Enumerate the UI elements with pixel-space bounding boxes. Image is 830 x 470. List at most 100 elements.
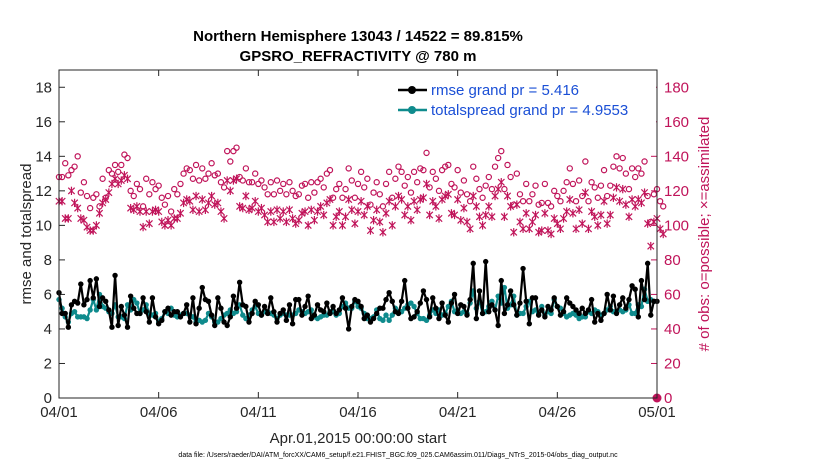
possible-obs-point bbox=[660, 203, 667, 210]
assimilated-obs-point bbox=[264, 217, 272, 227]
rmse-point bbox=[511, 302, 517, 308]
possible-obs-point bbox=[476, 185, 483, 193]
assimilated-obs-point bbox=[388, 221, 396, 230]
possible-obs-point bbox=[557, 197, 564, 205]
rmse-point bbox=[277, 310, 283, 317]
possible-obs-point bbox=[164, 192, 172, 200]
possible-obs-point bbox=[532, 182, 539, 189]
possible-obs-point bbox=[582, 158, 589, 165]
rmse-point bbox=[548, 307, 554, 313]
legend-spread-marker bbox=[408, 106, 416, 114]
possible-obs-point bbox=[177, 180, 184, 188]
assimilated-obs-point bbox=[248, 203, 256, 213]
rmse-point bbox=[221, 319, 227, 325]
totalspread-point bbox=[380, 317, 386, 324]
rmse-point bbox=[168, 312, 174, 318]
possible-obs-point bbox=[635, 165, 642, 172]
assimilated-obs-point bbox=[192, 191, 200, 201]
assimilated-obs-point bbox=[647, 241, 655, 251]
possible-obs-point bbox=[233, 144, 240, 151]
assimilated-obs-point bbox=[329, 221, 337, 230]
possible-obs-point bbox=[625, 185, 633, 193]
possible-obs-point bbox=[616, 165, 623, 172]
possible-obs-point bbox=[124, 154, 131, 162]
possible-obs-point bbox=[379, 203, 387, 210]
possible-obs-point bbox=[143, 175, 150, 182]
possible-obs-point bbox=[267, 179, 274, 186]
possible-obs-point bbox=[588, 179, 595, 186]
rmse-point bbox=[517, 300, 523, 306]
possible-obs-point bbox=[529, 191, 536, 198]
rmse-point bbox=[311, 312, 318, 318]
totalspread-point bbox=[386, 317, 392, 324]
rmse-point bbox=[411, 314, 417, 320]
rmse-point bbox=[74, 300, 81, 306]
rmse-point bbox=[585, 307, 592, 313]
rmse-point bbox=[436, 315, 442, 322]
assimilated-obs-point bbox=[176, 209, 185, 218]
assimilated-obs-point bbox=[145, 219, 153, 228]
assimilated-obs-point bbox=[279, 207, 287, 216]
rmse-point bbox=[601, 310, 607, 317]
rmse-point bbox=[380, 305, 386, 311]
x-tick-label: 04/26 bbox=[539, 404, 577, 421]
possible-obs-point bbox=[463, 191, 471, 198]
rmse-point bbox=[486, 308, 492, 315]
possible-obs-point bbox=[304, 194, 312, 201]
assimilated-obs-point bbox=[369, 216, 378, 225]
assimilated-obs-point bbox=[217, 207, 225, 216]
assimilated-obs-point bbox=[597, 210, 605, 220]
rmse-point bbox=[370, 315, 377, 322]
x-tick-label: 04/11 bbox=[240, 404, 276, 421]
possible-obs-point bbox=[551, 187, 558, 195]
assimilated-obs-point bbox=[516, 217, 524, 227]
possible-obs-point bbox=[361, 184, 368, 191]
possible-obs-point bbox=[566, 165, 573, 172]
assimilated-obs-point bbox=[612, 183, 621, 192]
possible-obs-point bbox=[638, 170, 645, 177]
assimilated-obs-markers bbox=[55, 171, 667, 251]
rmse-point bbox=[489, 302, 495, 308]
rmse-point bbox=[249, 310, 255, 317]
possible-obs-point bbox=[519, 197, 527, 205]
rmse-point bbox=[554, 303, 561, 310]
totalspread-point bbox=[202, 317, 209, 324]
rmse-point bbox=[165, 305, 171, 311]
rmse-point bbox=[255, 302, 262, 308]
rmse-point bbox=[579, 305, 585, 311]
possible-obs-point bbox=[90, 194, 97, 201]
assimilated-obs-point bbox=[167, 221, 175, 230]
rmse-point bbox=[199, 284, 205, 291]
possible-obs-point bbox=[252, 170, 259, 177]
assimilated-obs-point bbox=[276, 214, 284, 223]
rmse-point bbox=[227, 314, 234, 320]
rmse-point bbox=[479, 310, 486, 317]
possible-obs-point bbox=[239, 177, 246, 184]
rmse-point bbox=[131, 305, 137, 311]
rmse-point bbox=[582, 310, 589, 317]
rmse-point bbox=[626, 296, 632, 303]
possible-obs-point bbox=[202, 175, 209, 182]
rmse-point bbox=[112, 272, 118, 279]
possible-obs-point bbox=[482, 182, 489, 189]
rmse-point bbox=[115, 322, 121, 329]
assimilated-obs-point bbox=[616, 197, 624, 206]
assimilated-obs-point bbox=[644, 219, 652, 228]
y-tick-label-left: 6 bbox=[44, 286, 52, 303]
y-tick-label-left: 12 bbox=[35, 183, 52, 200]
assimilated-obs-point bbox=[67, 186, 76, 196]
assimilated-obs-point bbox=[485, 202, 493, 211]
assimilated-obs-point bbox=[572, 224, 580, 233]
rmse-point bbox=[345, 326, 352, 332]
rmse-point bbox=[430, 295, 436, 301]
y-tick-label-left: 8 bbox=[44, 252, 52, 269]
possible-obs-point bbox=[572, 197, 580, 205]
assimilated-obs-point bbox=[419, 193, 428, 202]
assimilated-obs-point bbox=[637, 198, 646, 208]
possible-obs-point bbox=[211, 172, 218, 179]
rmse-point bbox=[364, 312, 371, 318]
rmse-point bbox=[305, 293, 311, 299]
assimilated-obs-point bbox=[494, 184, 502, 194]
rmse-point bbox=[289, 321, 296, 327]
assimilated-obs-point bbox=[64, 214, 72, 223]
